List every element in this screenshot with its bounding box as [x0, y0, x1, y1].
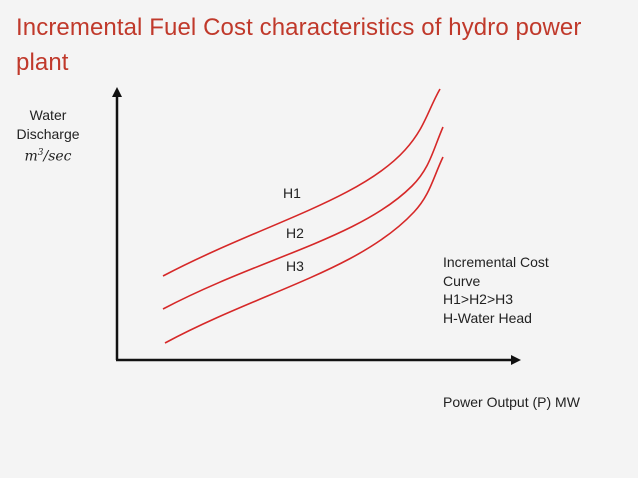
curve-h1	[162, 88, 441, 277]
legend-line4: H-Water Head	[443, 309, 532, 326]
curve-label-h2: H2	[286, 225, 304, 241]
y-axis-unit-rest: /sec	[43, 148, 72, 165]
slide-title: Incremental Fuel Cost characteristics of…	[16, 14, 582, 76]
y-axis-unit-exponent: 3	[37, 148, 44, 158]
y-axis-label-line1: Water	[29, 107, 67, 123]
legend-line2: Curve	[443, 272, 481, 289]
curve-label-h3: H3	[286, 258, 304, 274]
x-axis-label: Power Output (P) MW	[443, 394, 580, 410]
y-axis-unit-base: m	[24, 148, 38, 165]
y-axis-label-line2: Discharge	[16, 126, 80, 142]
legend-text: Incremental Cost Curve H1>H2>H3 H-Water …	[443, 253, 549, 327]
curve-h3	[164, 156, 444, 344]
y-axis-unit: m3/sec	[6, 144, 90, 167]
curve-label-h1: H1	[283, 185, 301, 201]
y-axis-label: Water Discharge m3/sec	[6, 106, 90, 167]
curve-h2	[162, 126, 444, 310]
legend-line3: H1>H2>H3	[443, 291, 514, 307]
legend-line1: Incremental Cost	[443, 254, 549, 270]
